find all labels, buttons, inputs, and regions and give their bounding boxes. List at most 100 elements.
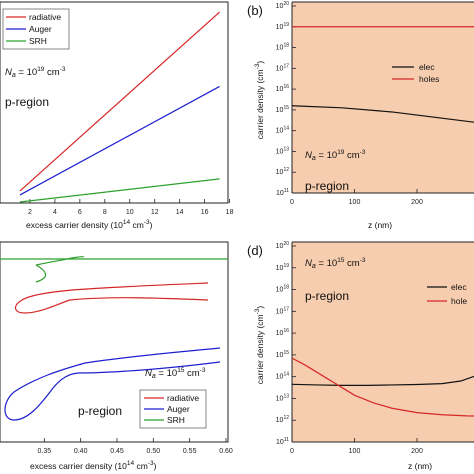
- panel-d-doping-annotation: Na = 1015 cm-3: [305, 257, 366, 270]
- panel-b-y-axis-label: carrier density (cm-3): [254, 61, 265, 140]
- panel-c-xlabel-unit-exp: -3: [148, 460, 154, 467]
- legend-label-elec-d: elec: [451, 282, 467, 292]
- panel-d-annotation-mid: = 10: [316, 258, 337, 269]
- panel-a-x-tick-label: 18: [226, 209, 234, 216]
- panel-a-x-tick-label: 16: [201, 209, 209, 216]
- panel-c-x-axis-label: excess carrier density (1014 cm-3): [30, 460, 157, 471]
- panel-a-annotation-sub: a: [12, 72, 16, 79]
- panel-a-xlabel-close: ): [150, 220, 153, 230]
- y-tick-label: 1014: [276, 372, 290, 381]
- panel-a-x-tick-label: 14: [176, 209, 184, 216]
- legend-label-srh: SRH: [29, 36, 47, 46]
- panel-d-label: (d): [247, 243, 263, 258]
- series-line-auger: [19, 85, 220, 196]
- panel-c-xlabel-main: excess carrier density (10: [30, 461, 127, 471]
- panel-d-ylabel-exp: -3: [254, 308, 261, 314]
- panel-d-ylabel-close: ): [255, 306, 265, 309]
- series-line-elec: [291, 105, 474, 123]
- panel-a-x-tick-label: 6: [78, 209, 82, 216]
- series-line-srh: [19, 178, 220, 203]
- y-tick-exp: 14: [283, 126, 289, 132]
- panel-d-x-ticks: 01002003: [290, 438, 423, 455]
- panel-d-region-label: p-region: [305, 289, 349, 303]
- y-tick-base: 10: [276, 374, 284, 381]
- y-tick-base: 10: [276, 439, 284, 446]
- y-tick-exp: 19: [283, 263, 289, 269]
- series-line-radiative: [19, 11, 220, 192]
- y-tick-base: 10: [276, 330, 284, 337]
- x-tick-label: 100: [349, 448, 361, 455]
- panel-a-series-lines: [19, 11, 220, 203]
- x-tick-label: 200: [411, 448, 423, 455]
- y-tick-label: 1019: [276, 22, 290, 31]
- y-tick-base: 10: [276, 107, 284, 114]
- y-tick-base: 10: [276, 308, 284, 315]
- series-line-elec: [291, 375, 474, 386]
- y-tick-base: 10: [276, 65, 284, 72]
- panel-c-x-ticks: 0.35 0.40 0.45 0.50 0.55 0.60: [38, 438, 233, 455]
- panel-d-annotation-prefix: N: [305, 258, 312, 269]
- panel-b-legend: elec holes: [392, 62, 439, 84]
- y-tick-label: 1020: [276, 241, 290, 250]
- panel-b-annotation-sub: a: [312, 155, 316, 162]
- legend-label-hole-d: hole: [451, 296, 467, 306]
- y-tick-base: 10: [276, 395, 284, 402]
- panel-c-x-tick-label: 0.35: [38, 448, 52, 455]
- panel-a-xlabel-main: excess carrier density (10: [26, 220, 123, 230]
- panel-d-chart: (d) 102010191018101710161015101410131012…: [247, 241, 474, 471]
- panel-a-annotation-sup: 19: [37, 66, 45, 73]
- panel-d-annotation-sub: a: [312, 263, 316, 270]
- series-line-hole: [291, 357, 474, 417]
- y-tick-label: 1020: [276, 1, 290, 10]
- x-tick-label: 200: [411, 199, 423, 206]
- y-tick-exp: 17: [283, 306, 289, 312]
- x-tick-label: 0: [290, 448, 294, 455]
- panel-a-region-label: p-region: [5, 95, 49, 109]
- y-tick-exp: 18: [283, 285, 289, 291]
- y-tick-exp: 14: [283, 372, 289, 378]
- panel-d-annotation-sup: 15: [337, 257, 345, 264]
- y-tick-exp: 16: [283, 84, 289, 90]
- panel-a-annotation-unit-sup: -3: [60, 66, 66, 73]
- panel-c-x-tick-label: 0.45: [110, 448, 124, 455]
- panel-a-annotation-tail: cm: [44, 67, 59, 78]
- panel-c-annotation-mid: = 10: [156, 368, 177, 379]
- panel-a-xlabel-tail: cm: [130, 220, 144, 230]
- y-tick-base: 10: [276, 3, 284, 10]
- panel-c-x-tick-label: 0.60: [219, 448, 233, 455]
- panel-d-x-axis-label: z (nm): [408, 461, 432, 471]
- panel-a-legend: radiative Auger SRH: [2, 8, 70, 50]
- y-tick-base: 10: [276, 352, 284, 359]
- y-tick-base: 10: [276, 417, 284, 424]
- panel-b-region-label: p-region: [305, 179, 349, 193]
- y-tick-label: 1012: [276, 415, 290, 424]
- y-tick-base: 10: [276, 243, 284, 250]
- y-tick-base: 10: [276, 169, 284, 176]
- panel-b-annotation-sup: 19: [337, 149, 345, 156]
- panel-c-x-tick-label: 0.40: [74, 448, 88, 455]
- y-tick-exp: 20: [283, 241, 289, 247]
- panel-d-annotation-unit-sup: -3: [360, 257, 366, 264]
- y-tick-base: 10: [276, 190, 284, 197]
- y-tick-exp: 17: [283, 63, 289, 69]
- series-auger-loop: [4, 347, 221, 421]
- x-tick-label: 0: [290, 199, 294, 206]
- y-tick-exp: 13: [283, 146, 289, 152]
- legend-label-auger-c: Auger: [167, 404, 190, 414]
- y-tick-exp: 12: [283, 167, 289, 173]
- panel-c-annotation-tail: cm: [184, 368, 199, 379]
- panel-a-x-axis-label: excess carrier density (1014 cm-3): [26, 219, 153, 230]
- y-tick-exp: 12: [283, 415, 289, 421]
- panel-a-annotation-mid: = 10: [16, 67, 37, 78]
- panel-c-region-label: p-region: [78, 404, 122, 418]
- panel-a-chart: 2 4 6 8 10 12 14 16 18 radiative Auger SRH Na = …: [0, 1, 234, 230]
- panel-c-legend: radiative Auger SRH: [139, 389, 207, 429]
- series-radiative-loop: [15, 282, 209, 314]
- panel-c-xlabel-tail: cm: [134, 461, 148, 471]
- y-tick-base: 10: [276, 287, 284, 294]
- panel-d-ylabel-main: carrier density (cm: [255, 314, 265, 384]
- legend-label-srh-c: SRH: [167, 415, 185, 425]
- y-tick-label: 1018: [276, 285, 290, 294]
